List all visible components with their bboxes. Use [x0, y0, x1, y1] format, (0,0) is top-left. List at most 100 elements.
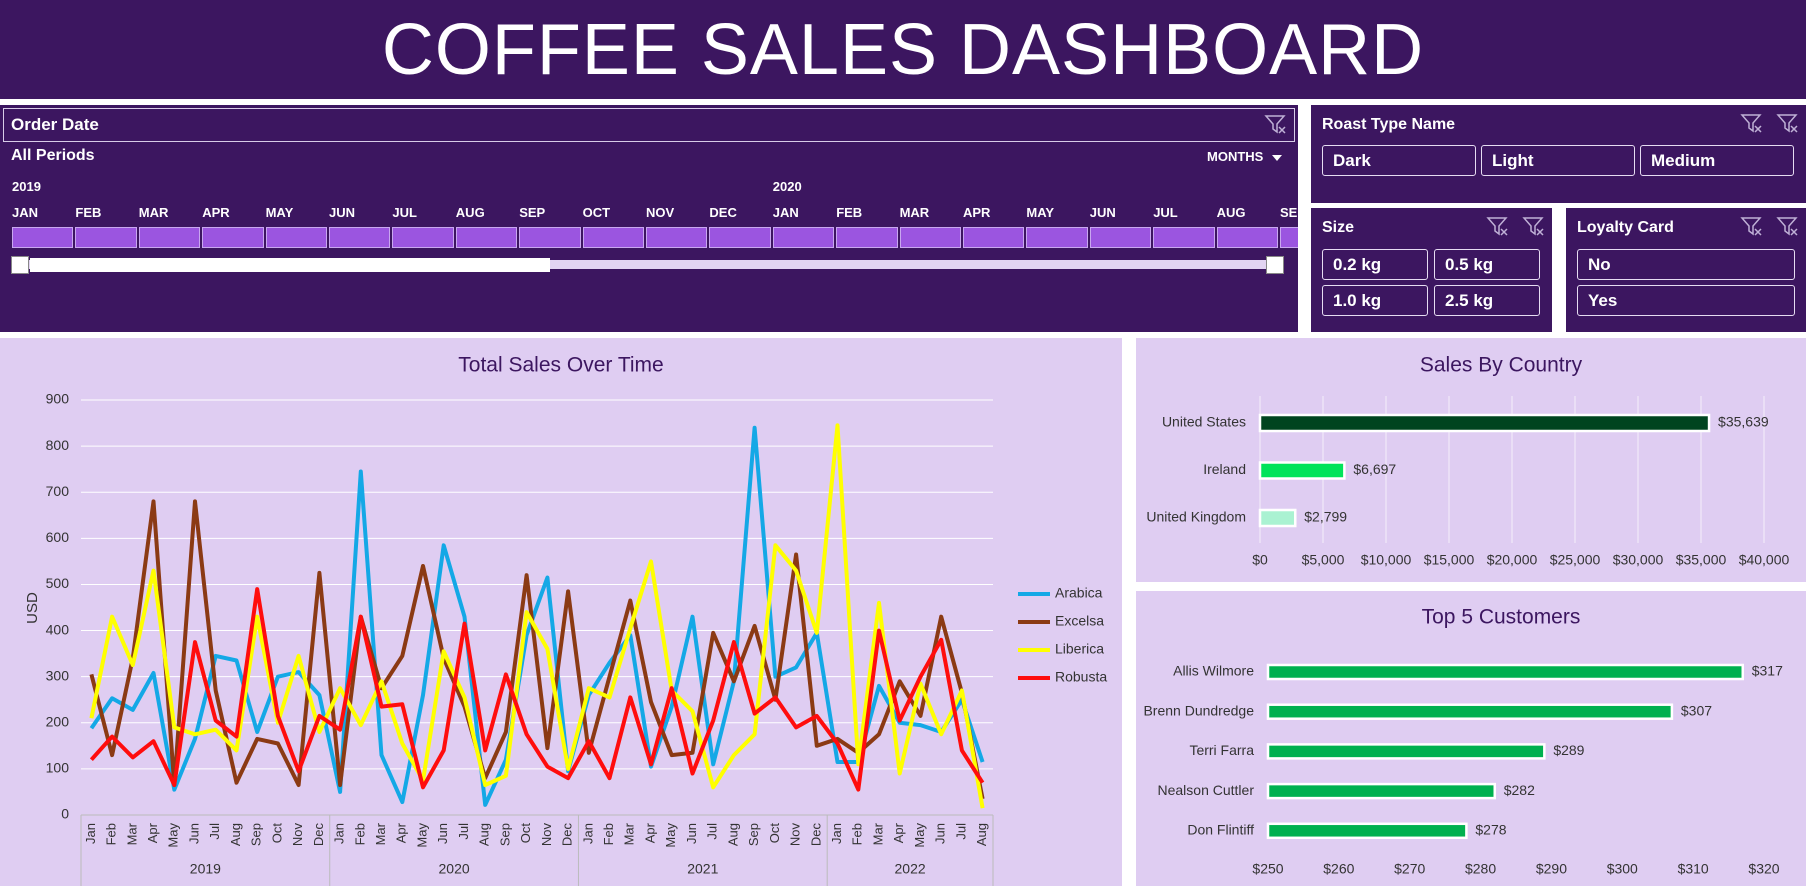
- scroll-right[interactable]: [1266, 256, 1284, 274]
- x-tick-label: $20,000: [1487, 552, 1538, 568]
- timeline-cell[interactable]: [12, 227, 74, 248]
- bar: [1258, 508, 1297, 528]
- x-tick-label: $270: [1394, 861, 1425, 877]
- y-tick-label: 200: [46, 713, 70, 729]
- timeline-cell[interactable]: [1280, 227, 1298, 248]
- timeline-cell[interactable]: [1216, 227, 1278, 248]
- value-label: $282: [1504, 782, 1535, 798]
- bar: [1266, 822, 1468, 840]
- timeline-cell[interactable]: [392, 227, 454, 248]
- filter-icon[interactable]: [1776, 112, 1800, 134]
- clear-x: [1754, 228, 1762, 236]
- filter-icon[interactable]: [1486, 215, 1510, 237]
- x-tick-label: May: [663, 823, 678, 848]
- bar: [1266, 663, 1744, 681]
- scroll-left[interactable]: [11, 256, 29, 274]
- timeline-month: FEB: [836, 205, 863, 220]
- value-label: $307: [1681, 702, 1712, 718]
- slicer-item[interactable]: Yes: [1577, 285, 1795, 316]
- timeline-cell[interactable]: [772, 227, 835, 248]
- filter-icon[interactable]: [1522, 215, 1546, 237]
- x-tick-label: Aug: [228, 823, 243, 846]
- timeline-cell[interactable]: [75, 227, 137, 248]
- timeline-cell[interactable]: [519, 227, 581, 248]
- legend-label: Liberica: [1055, 641, 1104, 657]
- timeline-cell[interactable]: [582, 227, 644, 248]
- slicer-item[interactable]: Light: [1481, 145, 1635, 176]
- timeline-cell[interactable]: [138, 227, 201, 248]
- y-tick-label: 100: [46, 760, 70, 776]
- x-tick-label: Sep: [497, 823, 512, 846]
- x-tick-label: $290: [1536, 861, 1567, 877]
- slicer-item[interactable]: Medium: [1640, 145, 1794, 176]
- y-tick-label: 400: [46, 621, 70, 637]
- slicer-title: Roast Type Name: [1322, 116, 1456, 133]
- x-tick-label: Jan: [332, 823, 347, 844]
- x-tick-label: Dec: [808, 823, 823, 847]
- funnel: [1740, 114, 1762, 133]
- x-group-label: 2021: [687, 861, 718, 877]
- funnel: [1740, 217, 1762, 236]
- x-tick-label: Mar: [622, 822, 637, 845]
- slicer-item[interactable]: 0.2 kg: [1322, 249, 1428, 280]
- timeline-month: APR: [963, 205, 991, 220]
- clear-x: [1790, 125, 1798, 133]
- timeline-cell[interactable]: [836, 227, 898, 248]
- legend-label: Robusta: [1055, 669, 1107, 685]
- timeline-cell[interactable]: [646, 227, 708, 248]
- x-tick-label: Jan: [83, 823, 98, 844]
- timeline-cell[interactable]: [202, 227, 264, 248]
- clear-x: [1536, 228, 1544, 236]
- value-label: $6,697: [1353, 461, 1396, 477]
- x-tick-label: $0: [1252, 552, 1268, 568]
- timeline-month: AUG: [1216, 205, 1246, 220]
- timeline-cell[interactable]: [1153, 227, 1215, 248]
- funnel: [1264, 115, 1286, 134]
- x-tick-label: Mar: [870, 822, 885, 845]
- timeline-cell[interactable]: [963, 227, 1025, 248]
- x-tick-label: Nov: [290, 823, 305, 847]
- x-tick-label: $30,000: [1613, 552, 1664, 568]
- slicer-item[interactable]: 0.5 kg: [1434, 249, 1540, 280]
- x-tick-label: Aug: [725, 823, 740, 846]
- timeline-month: SEP: [519, 205, 546, 220]
- x-tick-label: Feb: [352, 823, 367, 845]
- x-tick-label: Apr: [145, 822, 160, 843]
- timeline-month: MAR: [899, 205, 930, 220]
- filter-icon[interactable]: [1776, 215, 1800, 237]
- chart-title: Total Sales Over Time: [458, 354, 663, 377]
- timeline-month: JAN: [12, 205, 39, 220]
- slicer-item[interactable]: Dark: [1322, 145, 1476, 176]
- filter-icon[interactable]: [1740, 215, 1764, 237]
- slicer: Roast Type Name Dark Light Medium: [1311, 105, 1806, 203]
- x-tick-label: $25,000: [1550, 552, 1601, 568]
- chart: Total Sales Over Time 0 100 200 300 400 500 600…: [24, 354, 1107, 886]
- x-tick-label: Feb: [601, 823, 616, 845]
- timeline-cell[interactable]: [265, 227, 327, 248]
- timeline-month: MAY: [265, 205, 294, 220]
- timeline-cell[interactable]: [899, 227, 961, 248]
- bar: [1258, 413, 1711, 433]
- timeline-month: JUL: [1153, 205, 1178, 220]
- filter-icon[interactable]: [1264, 113, 1288, 135]
- y-tick-label: Brenn Dundredge: [1143, 702, 1254, 718]
- y-tick-label: Terri Farra: [1189, 742, 1254, 758]
- x-tick-label: Jun: [933, 823, 948, 844]
- slicer-item[interactable]: 2.5 kg: [1434, 285, 1540, 316]
- funnel: [1776, 114, 1798, 133]
- timeline-cell[interactable]: [455, 227, 518, 248]
- filter-icon[interactable]: [1740, 112, 1764, 134]
- timeline-header-frame: [3, 108, 1295, 142]
- value-label: $35,639: [1718, 414, 1769, 430]
- timeline-cell[interactable]: [1089, 227, 1152, 248]
- timeline-level[interactable]: MONTHS: [1207, 149, 1264, 164]
- slicer-item[interactable]: No: [1577, 249, 1795, 280]
- timeline-month: APR: [202, 205, 230, 220]
- x-tick-label: Jul: [953, 823, 968, 840]
- scrollbar-thumb[interactable]: [30, 258, 550, 272]
- timeline-cell[interactable]: [329, 227, 391, 248]
- slicer-item[interactable]: 1.0 kg: [1322, 285, 1428, 316]
- y-tick-label: 800: [46, 437, 70, 453]
- timeline-cell[interactable]: [709, 227, 771, 248]
- timeline-cell[interactable]: [1026, 227, 1088, 248]
